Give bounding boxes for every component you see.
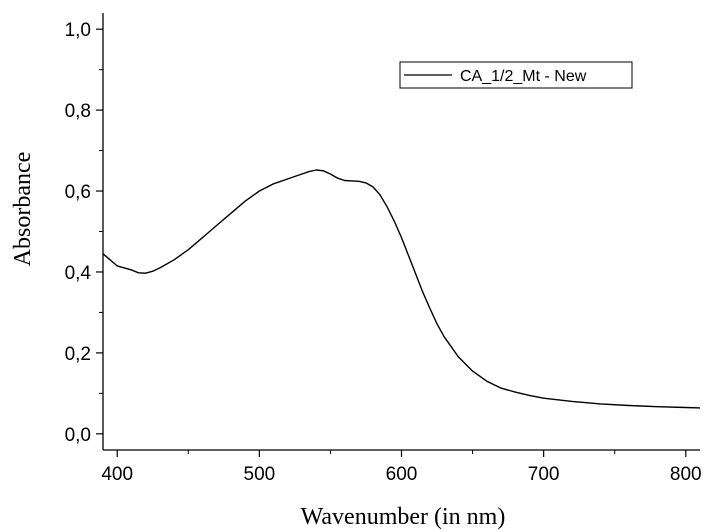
x-tick-label: 800	[670, 464, 702, 485]
y-tick-label: 0,6	[65, 182, 91, 203]
legend-series-label: CA_1/2_Mt - New	[460, 68, 587, 85]
y-tick-label: 0,4	[65, 263, 92, 284]
series-line-0	[102, 169, 701, 409]
y-tick-label: 1,0	[65, 20, 91, 41]
x-ticks: 400 500 600 700 800	[101, 450, 702, 485]
legend: CA_1/2_Mt - New	[399, 61, 633, 89]
y-tick-label: 0,0	[65, 425, 91, 446]
y-tick-label: 0,8	[65, 101, 91, 122]
x-tick-label: 400	[101, 464, 133, 485]
x-axis-title: Wavenumber (in nm)	[301, 504, 506, 530]
series-layer	[102, 169, 701, 409]
x-tick-label: 600	[386, 464, 418, 485]
x-tick-label: 700	[528, 464, 560, 485]
y-tick-label: 0,2	[65, 344, 91, 365]
y-ticks: 0,0 0,2 0,4 0,6 0,8 1,0	[65, 20, 103, 446]
y-axis-title: Absorbance	[10, 152, 36, 267]
x-tick-label: 500	[244, 464, 276, 485]
